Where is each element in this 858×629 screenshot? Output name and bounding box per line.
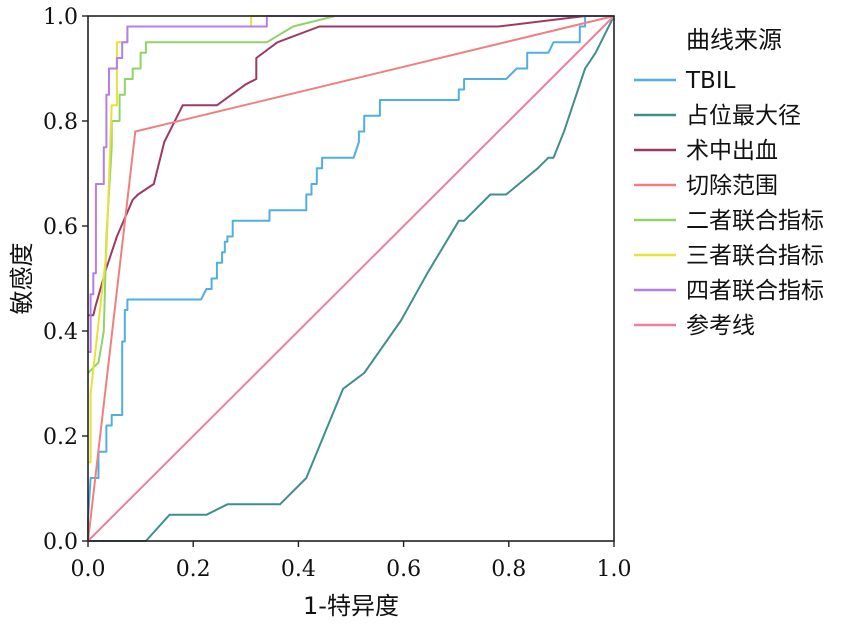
y-axis: 0.0 0.2 0.4 0.6 0.8 1.0: [43, 5, 88, 555]
y-tick-label: 0.6: [43, 215, 78, 240]
curve-1: [88, 15, 615, 542]
x-tick-label: 1.0: [597, 557, 632, 582]
y-tick-label: 1.0: [43, 5, 78, 30]
curve-3: [87, 15, 615, 542]
legend: 曲线来源 TBIL 占位最大径术中出血切除范围二者联合指标三者联合指标四者联合指标…: [634, 26, 824, 339]
curve-5: [88, 15, 614, 464]
y-tick-label: 0.0: [43, 530, 78, 555]
curve-7: [87, 15, 615, 542]
x-tick-label: 0.2: [176, 557, 211, 582]
curve-4: [87, 15, 614, 374]
y-tick-label: 0.2: [43, 425, 78, 450]
legend-label-3: 切除范围: [686, 173, 778, 199]
y-tick-label: 0.8: [43, 110, 78, 135]
x-axis-title: 1-特异度: [303, 592, 399, 620]
x-tick-label: 0.6: [386, 557, 421, 582]
curve-6: [88, 15, 614, 353]
legend-label-6: 四者联合指标: [686, 278, 824, 304]
x-tick-label: 0.4: [281, 557, 316, 582]
x-tick-label: 0.0: [71, 557, 106, 582]
legend-label-1: 占位最大径: [686, 103, 801, 129]
x-axis: 0.0 0.2 0.4 0.6 0.8 1.0: [71, 541, 632, 582]
curve-0: [87, 15, 614, 541]
legend-title: 曲线来源: [686, 26, 782, 54]
x-tick-label: 0.8: [491, 557, 526, 582]
legend-label-4: 二者联合指标: [686, 208, 824, 234]
curve-layer: [87, 15, 615, 542]
curve-2: [88, 15, 614, 317]
legend-label-5: 三者联合指标: [686, 243, 824, 269]
plot-frame: [87, 15, 615, 542]
legend-label-7: 参考线: [686, 313, 755, 339]
y-axis-title: 敏感度: [8, 243, 36, 315]
legend-label-0: TBIL: [685, 68, 736, 94]
legend-label-2: 术中出血: [686, 138, 778, 164]
y-tick-label: 0.4: [43, 320, 78, 345]
